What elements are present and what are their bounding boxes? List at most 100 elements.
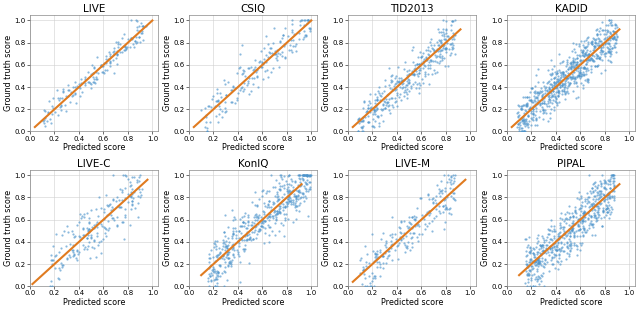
Point: [404, 80, 414, 85]
Point: [534, 259, 544, 264]
Point: [52, 276, 63, 281]
Point: [600, 207, 611, 211]
Point: [228, 232, 238, 237]
Point: [540, 262, 550, 267]
Point: [207, 97, 217, 102]
Point: [589, 210, 599, 215]
Point: [527, 111, 538, 116]
Point: [108, 196, 118, 201]
Point: [387, 95, 397, 100]
Point: [285, 197, 296, 202]
Point: [527, 267, 537, 272]
Point: [302, 20, 312, 25]
Point: [54, 98, 65, 103]
Point: [450, 52, 460, 57]
Point: [563, 230, 573, 235]
Point: [371, 113, 381, 118]
Point: [227, 236, 237, 241]
Point: [68, 93, 79, 98]
Point: [605, 44, 615, 49]
Point: [295, 190, 305, 195]
Point: [568, 75, 579, 80]
Point: [244, 232, 254, 237]
Point: [67, 229, 77, 234]
Point: [447, 47, 457, 52]
Point: [99, 207, 109, 212]
Point: [299, 18, 309, 23]
Point: [61, 109, 71, 114]
Point: [447, 181, 458, 186]
Point: [598, 43, 608, 48]
Point: [204, 284, 214, 289]
Point: [566, 65, 577, 70]
Point: [598, 205, 609, 210]
Point: [137, 187, 147, 192]
Point: [566, 224, 576, 229]
Point: [48, 244, 58, 248]
Point: [250, 203, 260, 208]
Point: [568, 214, 578, 219]
Point: [70, 85, 80, 90]
Point: [371, 276, 381, 281]
Point: [120, 213, 130, 218]
Point: [243, 222, 253, 227]
Point: [554, 51, 564, 56]
Point: [243, 65, 253, 70]
Point: [261, 60, 271, 65]
Point: [434, 43, 444, 48]
Point: [594, 188, 604, 193]
Point: [606, 51, 616, 56]
Point: [581, 45, 591, 50]
Point: [278, 197, 288, 202]
Point: [594, 201, 604, 206]
Point: [277, 195, 287, 200]
Point: [70, 80, 80, 85]
Point: [607, 45, 617, 50]
Point: [522, 262, 532, 267]
Point: [264, 213, 274, 218]
Point: [544, 253, 554, 258]
Point: [362, 252, 372, 257]
Point: [207, 267, 218, 272]
Point: [584, 225, 595, 230]
Point: [441, 26, 451, 31]
Point: [68, 248, 78, 253]
Point: [264, 232, 274, 237]
Point: [569, 233, 579, 238]
Point: [573, 64, 584, 69]
Point: [58, 86, 68, 91]
Point: [583, 39, 593, 44]
Point: [399, 250, 410, 255]
Point: [532, 278, 542, 283]
Point: [424, 52, 435, 57]
Point: [282, 199, 292, 204]
Point: [103, 57, 113, 62]
Point: [367, 123, 378, 128]
Point: [134, 35, 144, 40]
Point: [580, 204, 591, 209]
Point: [396, 97, 406, 102]
Point: [75, 94, 85, 99]
Point: [546, 224, 556, 229]
Point: [276, 49, 287, 54]
Point: [86, 234, 96, 239]
Point: [104, 49, 114, 54]
Point: [547, 261, 557, 266]
Point: [576, 65, 586, 70]
Point: [393, 80, 403, 85]
Point: [537, 97, 547, 102]
Point: [97, 63, 107, 68]
Point: [605, 53, 615, 58]
Point: [440, 203, 450, 208]
Point: [380, 105, 390, 110]
Point: [444, 35, 454, 40]
Point: [597, 224, 607, 229]
Point: [437, 188, 447, 193]
Point: [533, 256, 543, 261]
Point: [445, 177, 456, 182]
Point: [568, 214, 578, 219]
Point: [376, 94, 386, 99]
Point: [568, 214, 579, 219]
Point: [555, 234, 565, 239]
Point: [578, 219, 588, 224]
